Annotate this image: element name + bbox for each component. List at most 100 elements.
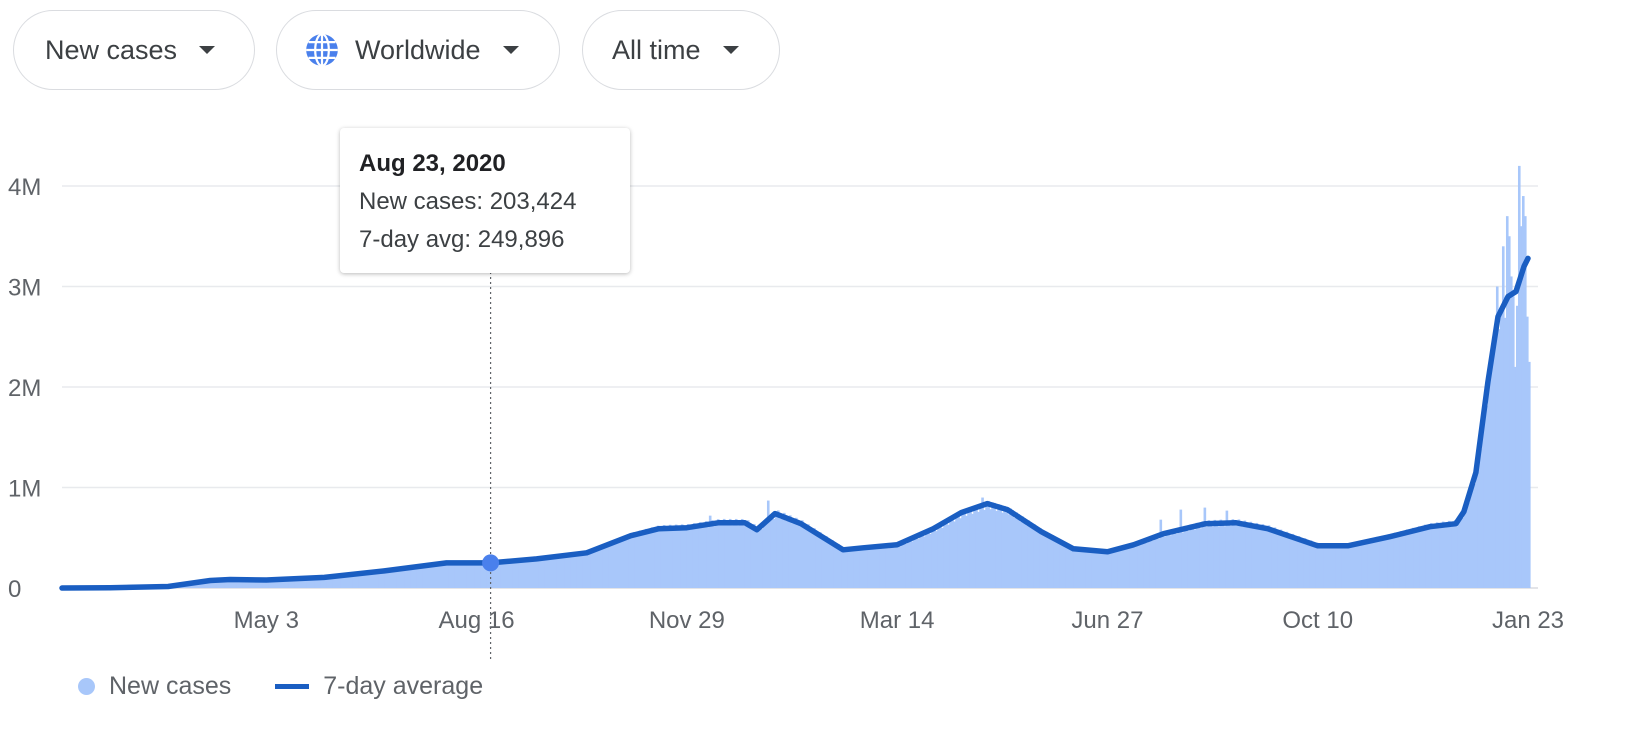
new-cases-bar (348, 575, 351, 588)
new-cases-bar (861, 546, 864, 588)
new-cases-bar (1121, 550, 1125, 588)
new-cases-bar (1343, 547, 1347, 588)
new-cases-bar (997, 504, 1000, 588)
new-cases-bar (552, 558, 556, 588)
new-cases-bar (1403, 534, 1407, 588)
new-cases-bar (1037, 532, 1040, 588)
new-cases-bar (344, 574, 347, 588)
new-cases-bar (825, 536, 828, 588)
new-cases-bar (706, 527, 710, 588)
new-cases-bar (724, 525, 728, 588)
new-cases-bar (1327, 543, 1331, 588)
new-cases-bar (442, 563, 446, 588)
new-cases-bar (1189, 524, 1193, 588)
new-cases-bar (1269, 530, 1273, 588)
new-cases-bar (484, 563, 488, 588)
new-cases-bar (1453, 520, 1457, 588)
new-cases-bar (246, 580, 249, 588)
new-cases-bar (192, 583, 195, 588)
new-cases-bar (612, 544, 616, 588)
new-cases-bar (214, 579, 217, 588)
new-cases-bar (1511, 296, 1515, 588)
new-cases-bar (692, 523, 696, 588)
new-cases-bar (1333, 543, 1337, 588)
new-cases-bar (1257, 527, 1261, 588)
new-cases-bar (296, 578, 299, 588)
new-cases-bar (801, 520, 804, 588)
new-cases-bar (562, 556, 566, 588)
new-cases-bar (941, 527, 944, 588)
new-cases-bar (672, 529, 676, 588)
new-cases-bar (1285, 531, 1289, 588)
new-cases-bar (212, 580, 215, 588)
new-cases-bar (967, 508, 970, 588)
new-cases-bar (658, 530, 662, 588)
y-tick-label: 3M (8, 275, 41, 302)
new-cases-bar (1033, 524, 1036, 588)
new-cases-bar (764, 518, 768, 588)
new-cases-bar (478, 563, 482, 588)
new-cases-bar (454, 562, 458, 588)
new-cases-bar (1391, 537, 1395, 588)
new-cases-bar (210, 580, 213, 588)
new-cases-bar (1467, 502, 1471, 588)
new-cases-bar (1385, 539, 1389, 588)
new-cases-bar (991, 502, 994, 588)
new-cases-bar (312, 578, 315, 588)
new-cases-bar (600, 548, 604, 588)
new-cases-bar (1007, 514, 1010, 588)
worldwide-dropdown[interactable]: Worldwide (276, 10, 560, 90)
new-cases-bar (1071, 546, 1074, 588)
new-cases-bar (770, 513, 774, 588)
new-cases-bar (1243, 520, 1247, 588)
new-cases-bar (1515, 305, 1519, 588)
all-time-dropdown[interactable]: All time (582, 10, 780, 90)
new-cases-bar (522, 561, 526, 588)
new-cases-bar (278, 579, 281, 588)
new-cases-bar (404, 567, 408, 588)
new-cases-bar (1245, 525, 1249, 588)
new-cases-bar (1303, 538, 1307, 588)
new-cases-bar (592, 551, 596, 588)
new-cases-bar (448, 562, 452, 588)
new-cases-bar (240, 580, 243, 588)
new-cases-bar (1227, 523, 1231, 588)
new-cases-bar (640, 535, 644, 588)
new-cases-bar (1057, 538, 1060, 588)
new-cases-bar (368, 571, 372, 588)
new-cases-dropdown[interactable]: New cases (13, 10, 255, 90)
new-cases-bar (244, 579, 247, 588)
new-cases-bar (326, 576, 329, 588)
new-cases-bar (286, 578, 289, 588)
new-cases-bar (266, 579, 269, 588)
new-cases-bar (1125, 546, 1129, 588)
new-cases-bar (1053, 537, 1056, 588)
new-cases-bar (911, 541, 914, 588)
new-cases-bar (606, 546, 610, 588)
new-cases-bar (260, 579, 263, 588)
new-cases-bar (228, 580, 231, 588)
new-cases-bar (1427, 528, 1431, 588)
new-cases-bar (280, 579, 283, 588)
new-cases-bar (308, 577, 311, 588)
new-cases-bar (388, 570, 392, 588)
new-cases-bar (654, 531, 658, 588)
new-cases-bar (1239, 524, 1243, 588)
new-cases-bar (680, 524, 684, 588)
new-cases-bar (1223, 526, 1227, 588)
new-cases-bar (1083, 549, 1086, 588)
new-cases-bar (827, 542, 830, 588)
new-cases-bar (1329, 546, 1333, 588)
new-cases-bar (1213, 519, 1217, 588)
new-cases-bar (1525, 316, 1529, 588)
new-cases-bar (857, 550, 860, 588)
new-cases-bar (540, 559, 544, 588)
new-cases-bar (510, 562, 514, 588)
new-cases-bar (1361, 544, 1365, 588)
new-cases-bar (1399, 531, 1403, 588)
new-cases-bar (430, 564, 434, 588)
new-cases-bar (1235, 525, 1239, 588)
new-cases-bar (760, 529, 764, 588)
new-cases-bar (578, 551, 582, 588)
